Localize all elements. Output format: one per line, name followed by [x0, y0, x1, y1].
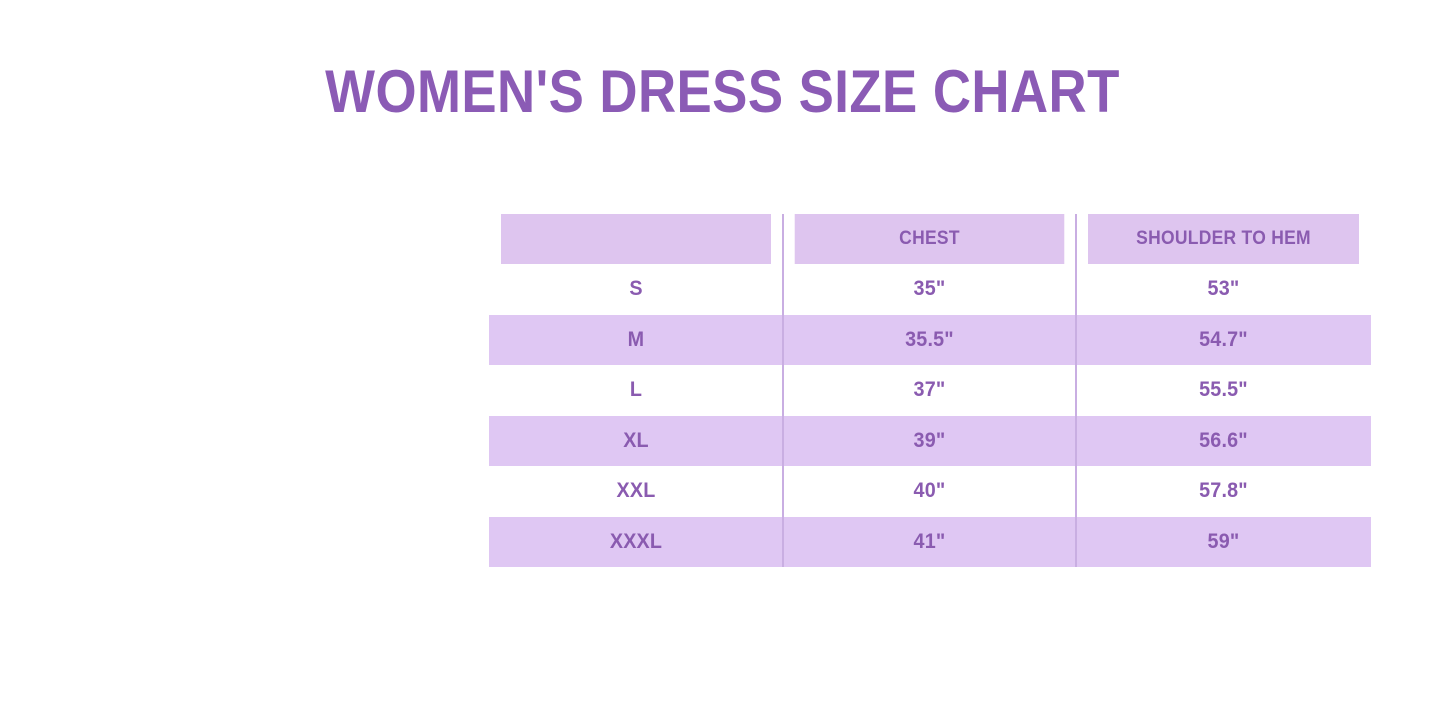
- cell-shoulder-to-hem: 54.7": [1076, 314, 1371, 365]
- column-header-size: [500, 214, 772, 264]
- cell-size-text: XL: [623, 428, 649, 452]
- cell-shoulder-to-hem: 56.6": [1076, 415, 1371, 466]
- table-row: S 35" 53": [489, 264, 1371, 315]
- cell-shoulder-to-hem: 59": [1076, 516, 1371, 567]
- cell-size-text: XXXL: [609, 529, 663, 553]
- cell-size: L: [489, 365, 783, 416]
- cell-size: XXL: [489, 466, 783, 517]
- table-row: XL 39" 56.6": [489, 415, 1371, 466]
- cell-chest: 39": [783, 415, 1076, 466]
- cell-size-text: S: [629, 277, 643, 301]
- cell-hem-text: 55.5": [1199, 378, 1248, 402]
- cell-size: M: [489, 314, 783, 365]
- cell-chest: 41": [783, 516, 1076, 567]
- cell-size: XXXL: [489, 516, 783, 567]
- cell-hem-text: 54.7": [1199, 327, 1248, 351]
- table-row: XXL 40" 57.8": [489, 466, 1371, 517]
- cell-chest: 40": [783, 466, 1076, 517]
- cell-chest: 35": [783, 264, 1076, 315]
- cell-hem-text: 57.8": [1199, 479, 1248, 503]
- page-title: WOMEN'S DRESS SIZE CHART: [325, 58, 1120, 125]
- column-header-shoulder-to-hem: SHOULDER TO HEM: [1087, 214, 1360, 264]
- size-chart-table-container: CHEST SHOULDER TO HEM S 35" 53" M 35.5" …: [489, 214, 1371, 567]
- column-header-chest: CHEST: [794, 214, 1065, 264]
- cell-shoulder-to-hem: 55.5": [1076, 365, 1371, 416]
- cell-size-text: L: [629, 378, 643, 402]
- cell-shoulder-to-hem: 53": [1076, 264, 1371, 315]
- cell-size-text: XXL: [616, 479, 656, 503]
- cell-size: XL: [489, 415, 783, 466]
- cell-shoulder-to-hem: 57.8": [1076, 466, 1371, 517]
- cell-hem-text: 53": [1207, 277, 1240, 301]
- cell-chest: 35.5": [783, 314, 1076, 365]
- cell-size-text: M: [627, 327, 645, 351]
- cell-chest-text: 40": [913, 479, 946, 503]
- cell-chest-text: 37": [913, 378, 946, 402]
- cell-chest-text: 39": [913, 428, 946, 452]
- table-row: L 37" 55.5": [489, 365, 1371, 416]
- table-header-row: CHEST SHOULDER TO HEM: [489, 214, 1371, 264]
- cell-hem-text: 59": [1207, 529, 1240, 553]
- table-row: XXXL 41" 59": [489, 516, 1371, 567]
- size-chart-table: CHEST SHOULDER TO HEM S 35" 53" M 35.5" …: [489, 214, 1371, 567]
- cell-chest-text: 35.5": [905, 327, 954, 351]
- cell-chest: 37": [783, 365, 1076, 416]
- cell-size: S: [489, 264, 783, 315]
- table-row: M 35.5" 54.7": [489, 314, 1371, 365]
- cell-chest-text: 35": [913, 277, 946, 301]
- cell-hem-text: 56.6": [1199, 428, 1248, 452]
- cell-chest-text: 41": [913, 529, 946, 553]
